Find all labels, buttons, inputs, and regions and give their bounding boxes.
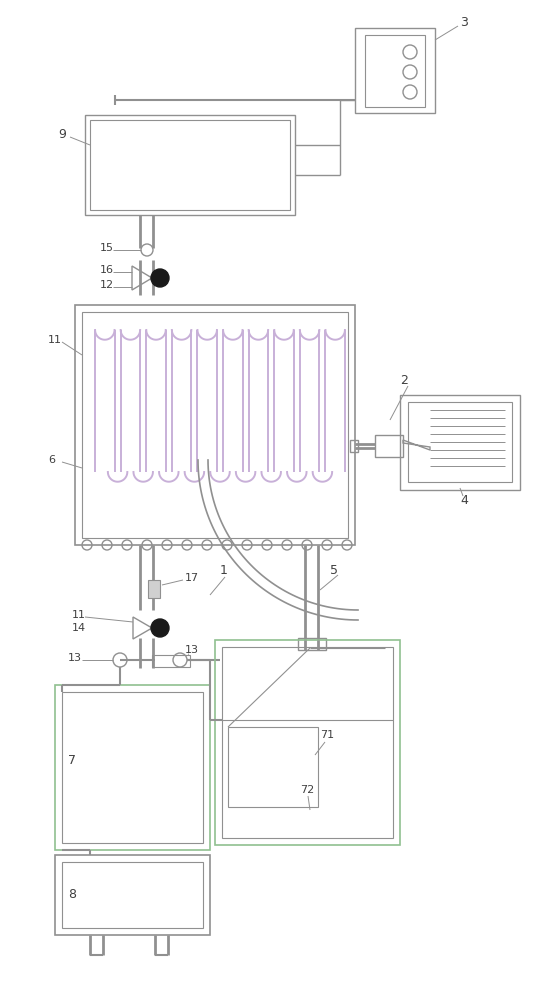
Bar (365, 35, 425, 107)
Text: 13: 13 (68, 653, 82, 663)
Bar (75, 305, 355, 545)
Text: 4: 4 (460, 493, 468, 506)
Bar (355, 28, 435, 113)
Bar (90, 120, 290, 210)
Circle shape (151, 619, 169, 637)
Bar (228, 727, 318, 807)
Bar (215, 640, 400, 845)
Circle shape (151, 269, 169, 287)
Text: 71: 71 (320, 730, 334, 740)
Bar (400, 395, 520, 490)
Text: 5: 5 (330, 564, 338, 576)
Text: 1: 1 (220, 564, 228, 576)
Text: 72: 72 (300, 785, 314, 795)
Bar (152, 655, 190, 667)
Bar (62, 862, 203, 928)
Bar (148, 580, 160, 598)
Text: 7: 7 (68, 754, 76, 766)
Text: 12: 12 (100, 280, 114, 290)
Bar (55, 685, 210, 850)
Bar (82, 312, 348, 538)
Text: 16: 16 (100, 265, 114, 275)
Text: 15: 15 (100, 243, 114, 253)
Text: 11: 11 (48, 335, 62, 345)
Text: 13: 13 (185, 645, 199, 655)
Bar (298, 638, 326, 650)
Bar (408, 402, 512, 482)
Bar (62, 692, 203, 843)
Bar (375, 435, 403, 457)
Text: 17: 17 (185, 573, 199, 583)
Bar (222, 647, 393, 838)
Bar (85, 115, 295, 215)
Text: 11: 11 (72, 610, 86, 620)
Bar (55, 855, 210, 935)
Text: 9: 9 (58, 128, 66, 141)
Bar (350, 440, 358, 452)
Text: 6: 6 (48, 455, 55, 465)
Text: 2: 2 (400, 373, 408, 386)
Text: 3: 3 (460, 15, 468, 28)
Text: 8: 8 (68, 888, 76, 902)
Text: 14: 14 (72, 623, 86, 633)
